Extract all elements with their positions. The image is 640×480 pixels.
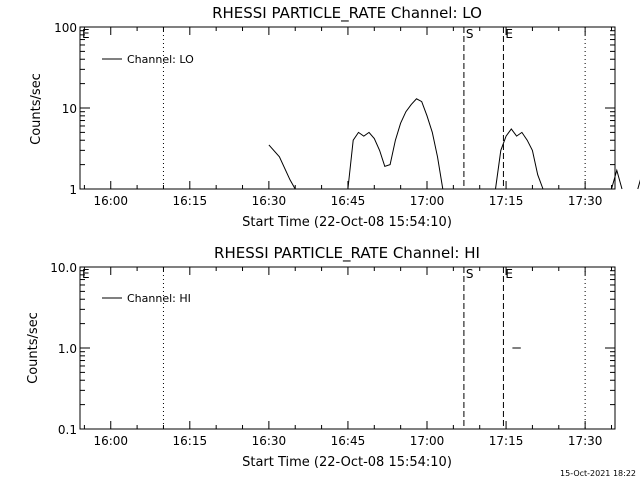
chart-panel-lo: RHESSI PARTICLE_RATE Channel: LO Channel… [29,4,640,230]
x-tick-label-lo: 16:45 [331,194,366,208]
series-lo [268,98,640,190]
x-tick-label-hi: 16:45 [331,434,366,448]
x-tick-label-hi: 16:00 [93,434,128,448]
chart-title-hi: RHESSI PARTICLE_RATE Channel: HI [214,244,480,263]
y-tick-label-hi: 10.0 [50,261,77,275]
marker-label-lo: E [505,27,513,41]
marker-label-hi: E [505,267,513,281]
y-tick-label-hi: 0.1 [58,423,77,437]
x-tick-label-lo: 17:00 [410,194,445,208]
x-tick-label-hi: 17:00 [410,434,445,448]
legend-hi: Channel: HI [102,292,191,305]
y-axis-label-lo: Counts/sec [29,73,44,145]
marker-label-hi: E [82,267,90,281]
ticks-lo: 16:00 16:15 16:30 16:45 17:00 17:15 17:30 1 10 10… [54,21,615,208]
x-tick-label-lo: 16:00 [93,194,128,208]
marker-label-lo: S [466,27,474,41]
series-line-lo [495,128,544,190]
x-tick-label-hi: 16:30 [252,434,287,448]
x-tick-label-lo: 16:30 [252,194,287,208]
x-tick-label-hi: 16:15 [173,434,208,448]
x-tick-label-lo: 17:30 [568,194,603,208]
y-tick-label-lo: 10 [62,102,77,116]
x-tick-label-lo: 17:15 [489,194,524,208]
x-tick-label-hi: 17:15 [489,434,524,448]
legend-label-lo: Channel: LO [127,53,194,66]
legend-lo: Channel: LO [102,53,194,66]
y-axis-label-hi: Counts/sec [26,312,41,384]
chart-title-lo: RHESSI PARTICLE_RATE Channel: LO [212,4,482,23]
x-axis-label-lo: Start Time (22-Oct-08 15:54:10) [242,215,452,230]
x-tick-label-hi: 17:30 [568,434,603,448]
footer-timestamp: 15-Oct-2021 18:22 [560,469,636,478]
x-axis-label-hi: Start Time (22-Oct-08 15:54:10) [242,455,452,470]
y-tick-label-hi: 1.0 [58,342,77,356]
chart-panel-hi: RHESSI PARTICLE_RATE Channel: HI Channel… [26,244,616,470]
plot-frame-lo [79,26,616,190]
legend-label-hi: Channel: HI [127,292,191,305]
y-tick-label-lo: 1 [69,183,77,197]
x-tick-label-lo: 16:15 [173,194,208,208]
marker-label-hi: S [466,267,474,281]
series-line-lo [611,168,623,190]
series-line-lo [347,98,444,190]
y-tick-label-lo: 100 [54,21,77,35]
ticks-hi: 16:00 16:15 16:30 16:45 17:00 17:15 17:30 0.1 1.… [50,261,615,448]
marker-label-lo: E [82,27,90,41]
series-line-lo [268,144,296,190]
